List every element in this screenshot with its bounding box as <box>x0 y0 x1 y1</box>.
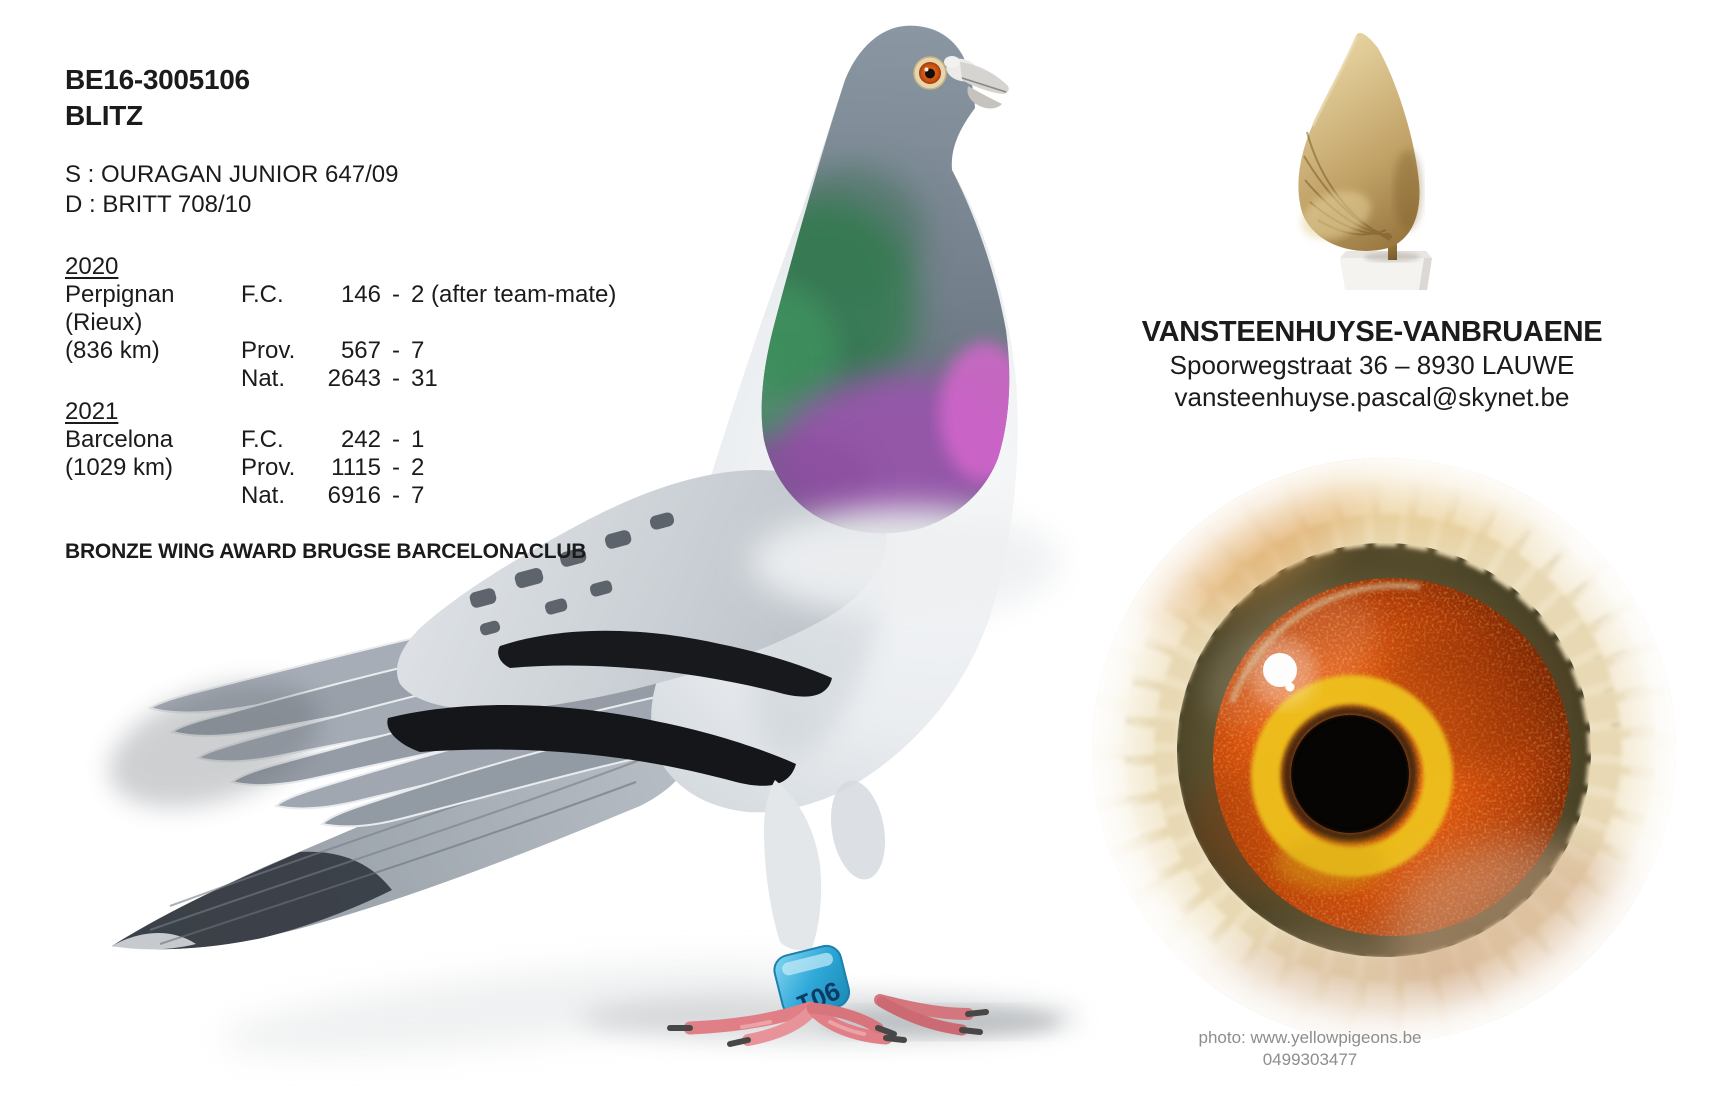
result-separator: - <box>392 426 400 453</box>
photo-credit: photo: www.yellowpigeons.be 0499303477 <box>1110 1027 1510 1071</box>
pigeon-head-details <box>913 56 1009 109</box>
result-count: 1115 <box>331 454 381 481</box>
sire-line: S : OURAGAN JUNIOR 647/09 <box>65 161 399 188</box>
breeder-name: VANSTEENHUYSE-VANBRUAENE <box>1141 316 1603 348</box>
neck-iridescence <box>761 165 1010 530</box>
race-distance: (1029 km) <box>65 454 174 481</box>
result-place: 2 <box>411 454 425 481</box>
trophy-base <box>1340 251 1432 290</box>
results-2020: 2020 Perpignan (Rieux) F.C. 146 - 2 (aft… <box>65 253 616 393</box>
result-separator: - <box>392 365 400 392</box>
pigeon-wing <box>387 470 887 786</box>
parents-block: S : OURAGAN JUNIOR 647/09 D : BRITT 708/… <box>65 160 398 220</box>
near-foot <box>667 1001 907 1047</box>
trophy-photo <box>1298 32 1432 290</box>
result-count: 2643 <box>327 365 381 392</box>
race-spacer <box>65 365 241 393</box>
result-separator: - <box>392 337 400 364</box>
pigeon-photo: 901 <box>109 25 1080 1055</box>
result-count: 6916 <box>327 482 381 509</box>
race-spacer <box>65 482 241 510</box>
result-level: Nat. <box>241 482 286 509</box>
far-foot <box>874 994 989 1036</box>
result-level: Prov. <box>241 337 296 364</box>
result-place: 31 <box>411 365 438 392</box>
breeder-block: VANSTEENHUYSE-VANBRUAENE Spoorwegstraat … <box>1088 315 1656 413</box>
results-year: 2020 <box>65 253 119 280</box>
photo-credit-site: photo: www.yellowpigeons.be <box>1198 1028 1422 1047</box>
wing-bar-2 <box>387 704 796 786</box>
result-count: 242 <box>340 426 381 453</box>
result-place: 7 <box>411 337 425 364</box>
result-separator: - <box>392 281 400 308</box>
race-name: Barcelona <box>65 426 174 453</box>
results-table: Perpignan (Rieux) F.C. 146 - 2 (after te… <box>65 281 616 393</box>
result-separator: - <box>392 482 400 509</box>
eye-photo <box>1092 458 1676 1042</box>
result-separator: - <box>392 454 400 481</box>
pigeon-beak <box>960 62 1009 94</box>
results-table: Barcelona F.C. 242 - 1 (1029 km) Prov. 1… <box>65 426 424 510</box>
result-level: F.C. <box>241 426 284 453</box>
result-level: Nat. <box>241 365 286 392</box>
pigeon-legs: 901 <box>667 780 989 1047</box>
ring-number: BE16-3005106 <box>65 64 250 95</box>
pigeon-id-block: BE16-3005106 BLITZ <box>65 62 250 134</box>
wing-bar-1 <box>498 630 832 697</box>
result-place: 7 <box>411 482 425 509</box>
result-count: 567 <box>340 337 381 364</box>
pigeon-name: BLITZ <box>65 100 143 131</box>
photo-credit-phone: 0499303477 <box>1262 1050 1358 1069</box>
race-distance: (836 km) <box>65 337 160 364</box>
award-line: BRONZE WING AWARD BRUGSE BARCELONACLUB <box>65 540 587 563</box>
wing-checkers <box>469 512 675 636</box>
result-count: 146 <box>340 281 381 308</box>
results-year: 2021 <box>65 398 119 425</box>
result-level: Prov. <box>241 454 296 481</box>
result-place: 2 (after team-mate) <box>411 281 617 308</box>
result-level: F.C. <box>241 281 284 308</box>
result-place: 1 <box>411 426 425 453</box>
results-2021: 2021 Barcelona F.C. 242 - 1 (1029 km) Pr… <box>65 398 424 510</box>
dam-line: D : BRITT 708/10 <box>65 191 252 218</box>
breeder-address: Spoorwegstraat 36 – 8930 LAUWE <box>1169 350 1575 380</box>
breeder-email: vansteenhuyse.pascal@skynet.be <box>1174 382 1570 412</box>
trophy-wing <box>1298 32 1422 251</box>
race-name: Perpignan (Rieux) <box>65 281 175 336</box>
